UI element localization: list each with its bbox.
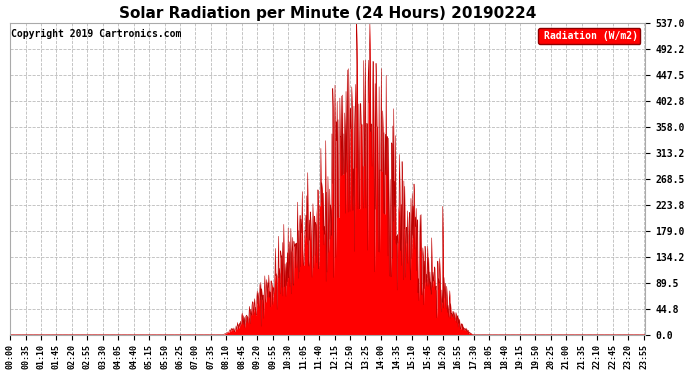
- Legend: Radiation (W/m2): Radiation (W/m2): [538, 28, 640, 44]
- Title: Solar Radiation per Minute (24 Hours) 20190224: Solar Radiation per Minute (24 Hours) 20…: [119, 6, 536, 21]
- Text: Copyright 2019 Cartronics.com: Copyright 2019 Cartronics.com: [11, 29, 181, 39]
